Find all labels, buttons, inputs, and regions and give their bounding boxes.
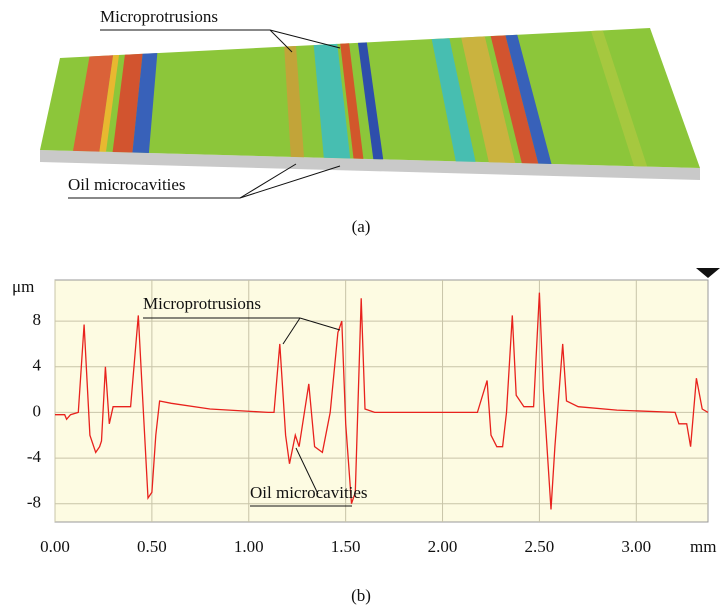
y-axis-label: μm (12, 277, 34, 296)
annotation: Oil microcavities (68, 175, 186, 194)
annotation: Microprotrusions (100, 7, 218, 26)
y-tick-label: 0 (33, 401, 42, 420)
annotation: Oil microcavities (250, 483, 368, 502)
caption: (a) (352, 217, 371, 236)
x-axis-label: mm (690, 537, 716, 556)
x-tick-label: 2.00 (428, 537, 458, 556)
y-tick-label: -4 (27, 447, 42, 466)
x-tick-label: 1.00 (234, 537, 264, 556)
x-tick-label: 0.50 (137, 537, 167, 556)
leader (270, 30, 340, 48)
leader (240, 166, 340, 198)
caption: (b) (351, 586, 371, 605)
figure: Microprotrusions Oil microcavities (a) -… (0, 0, 722, 610)
leader (240, 164, 296, 198)
y-tick-label: 4 (33, 356, 42, 375)
y-tick-label: -8 (27, 493, 41, 512)
y-tick-label: 8 (33, 310, 42, 329)
x-tick-label: 3.00 (621, 537, 651, 556)
x-tick-label: 0.00 (40, 537, 70, 556)
surface-image (40, 28, 700, 180)
x-tick-label: 2.50 (525, 537, 555, 556)
annotation: Microprotrusions (143, 294, 261, 313)
marker (696, 268, 720, 278)
x-tick-label: 1.50 (331, 537, 361, 556)
